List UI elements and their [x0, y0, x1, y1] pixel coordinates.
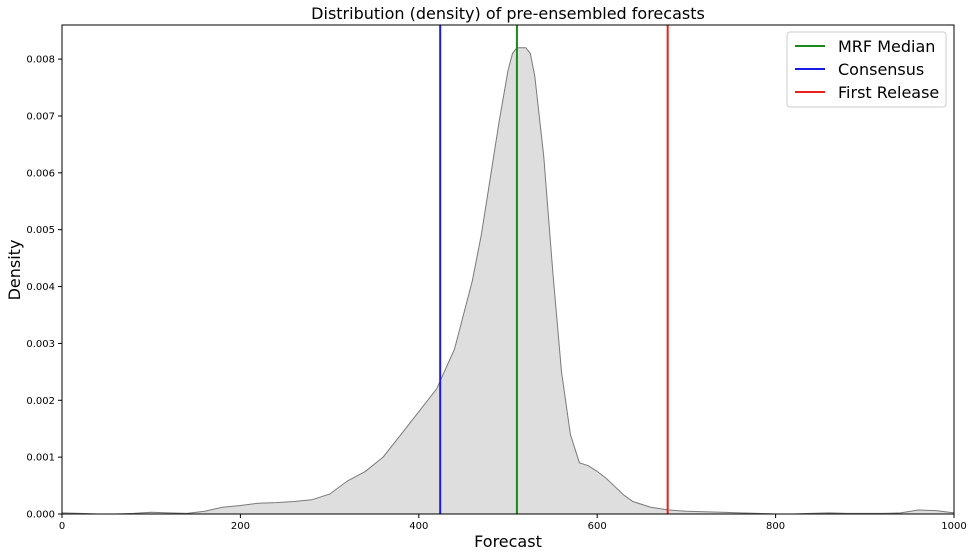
legend-label-first-release: First Release — [838, 83, 939, 102]
legend-label-consensus: Consensus — [838, 60, 924, 79]
y-tick-label: 0.000 — [26, 510, 55, 521]
x-tick-label: 200 — [231, 521, 250, 532]
y-tick-label: 0.007 — [26, 111, 55, 122]
y-tick-label: 0.005 — [26, 225, 55, 236]
legend-box — [786, 31, 947, 108]
plot-area — [61, 24, 955, 515]
y-axis-label: Density — [5, 240, 24, 301]
plot-frame — [61, 24, 955, 515]
x-tick-label: 800 — [766, 521, 785, 532]
y-tick-label: 0.008 — [26, 55, 55, 66]
x-tick-label: 1000 — [941, 521, 966, 532]
legend: MRF Median Consensus First Release — [786, 31, 947, 108]
x-tick-label: 400 — [409, 521, 428, 532]
density-area — [62, 47, 954, 514]
legend-label-mrf-median: MRF Median — [838, 37, 935, 56]
x-tick-label: 600 — [588, 521, 607, 532]
y-tick-label: 0.001 — [26, 453, 55, 464]
y-axis: 0.000 0.001 0.002 0.003 0.004 0.005 0.006 0.007… — [26, 55, 62, 521]
y-tick-label: 0.006 — [26, 168, 55, 179]
y-tick-label: 0.002 — [26, 396, 55, 407]
x-axis: 0 200 400 600 800 1000 — [59, 514, 967, 532]
y-tick-label: 0.004 — [26, 282, 55, 293]
x-axis-label: Forecast — [474, 532, 542, 551]
x-tick-label: 0 — [59, 521, 65, 532]
y-tick-label: 0.003 — [26, 339, 55, 350]
chart-title: Distribution (density) of pre-ensembled … — [311, 4, 705, 23]
